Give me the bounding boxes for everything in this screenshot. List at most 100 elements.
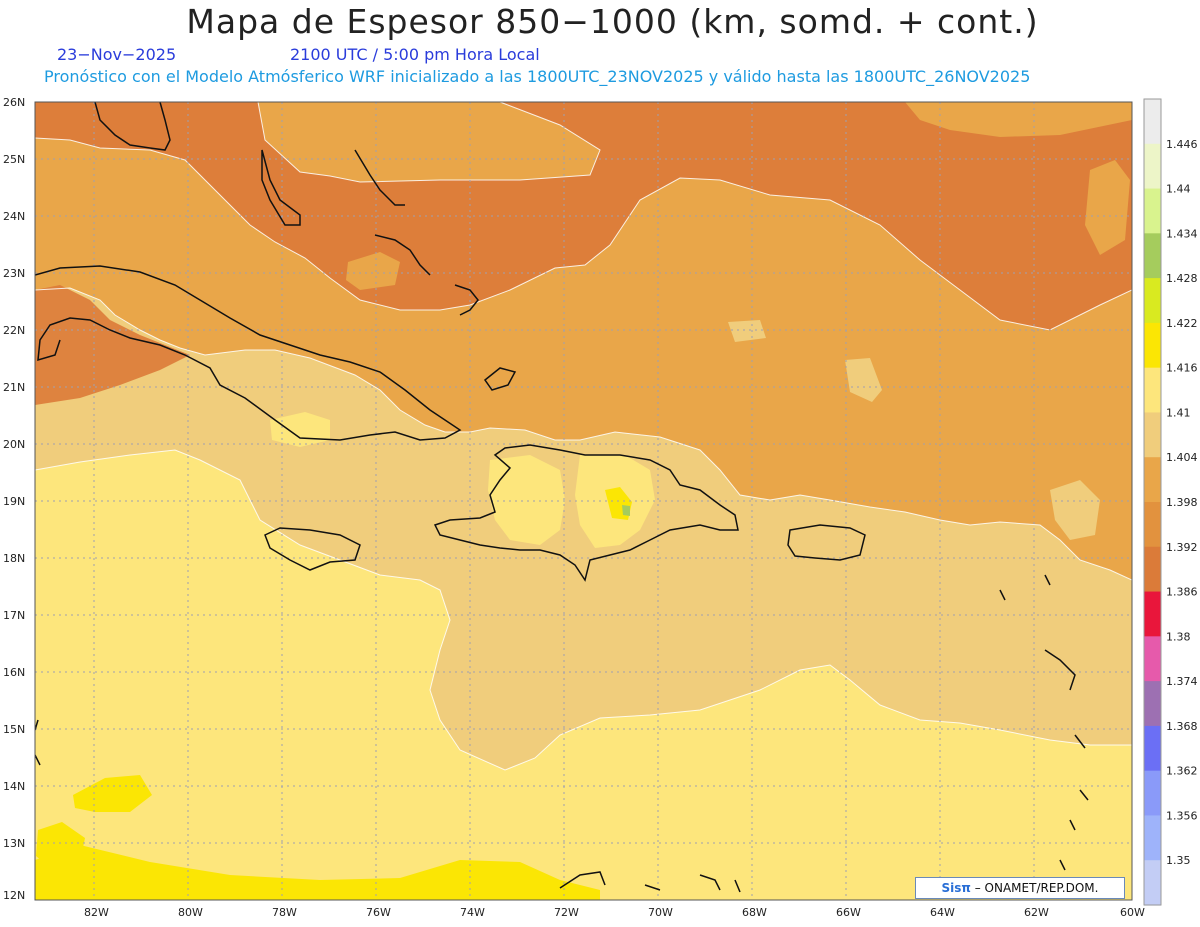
lat-label: 22N [3,324,26,337]
lat-label: 12N [3,889,26,902]
credit-brand: Sisπ [941,881,971,895]
lon-label: 74W [460,906,485,919]
lon-label: 78W [272,906,297,919]
lon-label: 70W [648,906,673,919]
colorbar-tick-label: 1.446 [1166,138,1198,151]
colorbar-tick-label: 1.422 [1166,317,1198,330]
zone-1392-cuba-west [35,285,190,405]
lat-label: 21N [3,381,26,394]
colorbar-swatch [1144,233,1161,279]
lon-label: 60W [1120,906,1145,919]
lon-label: 80W [178,906,203,919]
colorbar-tick-label: 1.428 [1166,272,1198,285]
colorbar-swatch [1144,636,1161,682]
lat-label: 24N [3,210,26,223]
lat-label: 26N [3,96,26,109]
coast-bahamas-c [374,234,431,276]
lat-label: 23N [3,267,26,280]
colorbar-tick-label: 1.41 [1166,406,1191,419]
zone-1410-1416 [35,450,1132,900]
colorbar-frame [1143,98,1162,906]
lat-label: 19N [3,495,26,508]
date-label: 23−Nov−2025 [57,45,177,64]
lon-label: 82W [84,906,109,919]
lon-label: 76W [366,906,391,919]
forecast-subtitle: Pronóstico con el Modelo Atmósferico WRF… [44,67,1031,86]
coast-south-america [559,871,741,893]
lat-label: 25N [3,153,26,166]
colorbar-tick-label: 1.398 [1166,496,1198,509]
colorbar: 1.446 1.44 1.434 1.428 1.422 1.416 1.41 1.404 1.… [1143,98,1198,906]
colorbar-swatch [1144,502,1161,548]
lon-label: 72W [554,906,579,919]
lat-label: 20N [3,438,26,451]
zone-1398-pocket-east [905,102,1132,137]
credit-text: – ONAMET/REP.DOM. [970,881,1099,895]
zone-1398-pocket-north [346,252,400,290]
colorbar-swatch [1144,725,1161,772]
colorbar-swatch [1144,278,1161,324]
colorbar-tick-label: 1.368 [1166,720,1198,733]
coast-bahamas-e [483,367,517,391]
colorbar-swatch [1144,815,1161,861]
colorbar-swatch [1144,546,1161,593]
coast-bahamas-b [354,149,405,206]
zone-1398-pocket [258,102,600,182]
lat-label: 13N [3,837,26,850]
lat-label: 18N [3,552,26,565]
coastlines [35,102,1089,893]
zone-1416-1422-sw-a [36,822,85,868]
lon-label: 66W [836,906,861,919]
colorbar-tick-label: 1.38 [1166,630,1191,643]
colorbar-swatch [1144,457,1161,503]
zone-1416-1422-south [35,845,600,900]
coast-bahamas-a [261,149,301,226]
colorbar-swatch [1144,188,1161,234]
colorbar-tick-label: 1.404 [1166,451,1198,464]
coast-jamaica [264,527,361,571]
colorbar-swatch [1144,367,1161,414]
zone-1416-1422-sw-b [73,775,152,812]
coast-hispaniola [433,444,739,582]
coast-florida [94,102,171,151]
lon-label: 68W [742,906,767,919]
coast-puerto-rico [787,524,866,561]
time-label: 2100 UTC / 5:00 pm Hora Local [290,45,540,64]
colorbar-tick-label: 1.434 [1166,227,1198,240]
colorbar-tick-label: 1.392 [1166,541,1198,554]
contour-lines [35,102,1132,771]
credit-box: Sisπ – ONAMET/REP.DOM. [915,877,1125,899]
zone-1404-pocket-se [1050,480,1100,540]
zone-1410-hispaniola-west [488,455,565,545]
colorbar-tick-label: 1.362 [1166,765,1198,778]
colorbar-swatch [1144,681,1161,727]
colorbar-tick-label: 1.416 [1166,362,1198,375]
colorbar-swatch [1144,770,1161,817]
coast-lesser-antilles [999,574,1089,871]
zone-1404-pocket-mid [845,358,882,402]
colorbar-swatch [1144,412,1161,458]
lon-label: 62W [1024,906,1049,919]
lon-label: 64W [930,906,955,919]
colorbar-swatch [1144,143,1161,190]
zone-1398-pocket-ne [1085,160,1130,255]
colorbar-swatch [1144,322,1161,369]
zone-1428-1434-hisp [622,505,630,516]
map-frame [34,101,1133,901]
colorbar-tick-label: 1.386 [1166,586,1198,599]
colorbar-tick-label: 1.356 [1166,809,1198,822]
coast-bahamas-d [454,284,479,316]
colorbar-tick-label: 1.35 [1166,854,1191,867]
colorbar-tick-label: 1.44 [1166,183,1191,196]
colorbar-swatch [1144,99,1161,145]
colorbar-swatch [1144,860,1161,906]
coast-cuba [35,265,462,441]
map-title: Mapa de Espesor 850−1000 (km, somd. + co… [186,2,1039,41]
colorbar-tick-label: 1.374 [1166,675,1198,688]
lat-label: 17N [3,609,26,622]
lat-label: 14N [3,780,26,793]
colorbar-swatch [1144,591,1161,637]
graticule [35,102,1132,900]
lat-label: 15N [3,723,26,736]
